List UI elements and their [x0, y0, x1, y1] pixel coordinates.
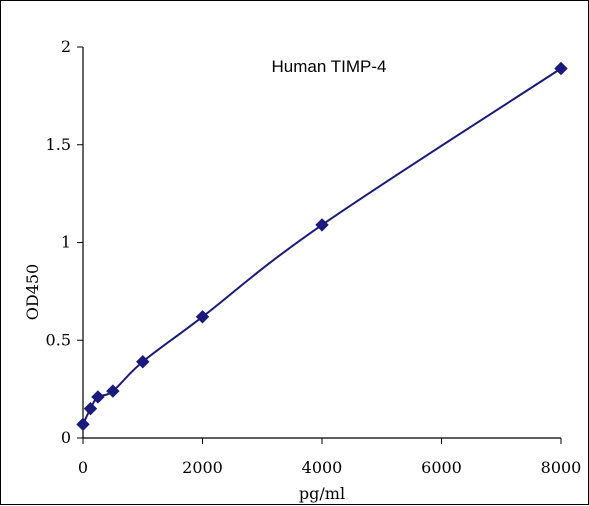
- x-tick-label-0: 0: [78, 458, 88, 477]
- y-tick-label-4: 2: [61, 37, 71, 56]
- data-point-6: [315, 218, 329, 232]
- tick-labels: 0 2000 4000 6000 8000 0 0.5 1 1.5 2: [46, 37, 582, 477]
- data-point-2: [91, 390, 105, 404]
- x-axis-label: pg/ml: [299, 484, 345, 503]
- x-tick-label-4: 8000: [541, 458, 582, 477]
- y-tick-label-2: 1: [61, 233, 71, 252]
- data-point-7: [554, 61, 568, 76]
- chart-title: Human TIMP-4: [272, 57, 387, 76]
- x-tick-label-1: 2000: [182, 458, 223, 477]
- y-axis-label: OD450: [23, 264, 42, 320]
- markers: [76, 61, 568, 432]
- ticks: [77, 46, 562, 444]
- data-point-0: [76, 417, 90, 432]
- data-point-5: [195, 310, 210, 324]
- data-point-3: [106, 384, 120, 398]
- x-tick-label-2: 4000: [302, 458, 343, 477]
- y-tick-label-1: 0.5: [46, 330, 71, 349]
- data-point-4: [136, 355, 150, 369]
- y-tick-label-0: 0: [61, 428, 71, 447]
- axes: [82, 47, 561, 439]
- y-tick-label-3: 1.5: [46, 135, 71, 154]
- data-point-1: [83, 401, 98, 416]
- x-tick-label-3: 6000: [421, 458, 462, 477]
- series-line: [82, 67, 562, 425]
